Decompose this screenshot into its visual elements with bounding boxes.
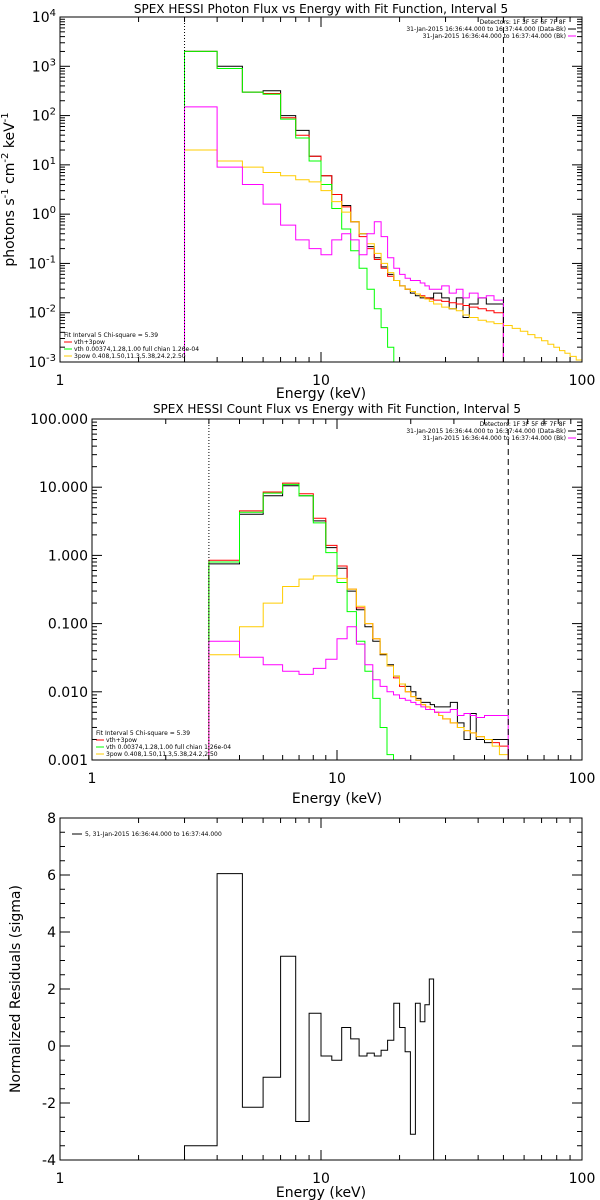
series-line-vth-3pow bbox=[184, 50, 504, 362]
y-tick-base: 10 bbox=[32, 207, 50, 223]
y-label-part: cm bbox=[2, 163, 18, 189]
y-tick-exponent: 4 bbox=[50, 8, 56, 19]
y-tick-label: 0.100 bbox=[48, 617, 88, 633]
series-line-vth-3pow bbox=[208, 482, 509, 760]
y-tick-base: 10 bbox=[32, 109, 50, 125]
x-tick-label: 1 bbox=[56, 1171, 65, 1187]
y-tick-base: 10 bbox=[28, 256, 46, 272]
x-tick-label: 1 bbox=[56, 373, 65, 389]
x-tick-label: 100 bbox=[569, 771, 596, 787]
legend-entry-bottom-left: vth 0.00374,1.28,1.00 full chian 1.26e-0… bbox=[106, 744, 231, 751]
x-axis-label: Energy (keV) bbox=[276, 1185, 366, 1200]
legend-entry-bottom-left: vth+3pow bbox=[74, 339, 105, 346]
legend-entry-top-right: Detectors: 1F 3F 5F 6F 7F 8F bbox=[480, 421, 567, 428]
chart-title: SPEX HESSI Count Flux vs Energy with Fit… bbox=[153, 402, 521, 416]
y-tick-exponent: -3 bbox=[46, 353, 56, 364]
y-tick-label: 1.000 bbox=[48, 548, 88, 564]
y-tick-label: 10.000 bbox=[39, 480, 88, 496]
x-tick-label: 100 bbox=[569, 373, 596, 389]
y-tick-exponent: 3 bbox=[50, 57, 56, 68]
y-tick-label: 10-3 bbox=[28, 353, 56, 371]
x-axis-label: Energy (keV) bbox=[292, 791, 382, 807]
y-tick-label: 0.010 bbox=[48, 685, 88, 701]
y-tick-label: 100.000 bbox=[30, 412, 88, 428]
legend-entry-top-right: 31-Jan-2015 16:36:44.000 to 16:37:44.000… bbox=[423, 435, 566, 442]
y-tick-label: 104 bbox=[32, 8, 56, 26]
y-axis-label: photons s-1 cm-2 keV-1 bbox=[0, 112, 18, 266]
y-tick-exponent: 1 bbox=[50, 156, 56, 167]
series-line-bk bbox=[208, 626, 509, 760]
series-line-5 bbox=[184, 873, 435, 1160]
y-tick-base: 10 bbox=[32, 59, 50, 75]
y-tick-exponent: -1 bbox=[46, 254, 56, 265]
y-tick-base: 10 bbox=[28, 306, 46, 322]
y-tick-label: 8 bbox=[47, 811, 56, 827]
y-tick-label: 103 bbox=[32, 57, 56, 75]
y-tick-label: 102 bbox=[32, 107, 56, 125]
legend-entry-bottom-left: 3pow 0.408,1.50,11.3,5.38,24.2,2.50 bbox=[74, 353, 186, 360]
x-tick-label: 10 bbox=[312, 373, 330, 389]
y-label-part: photons s bbox=[2, 198, 18, 266]
plot-frame bbox=[59, 817, 583, 1161]
y-tick-base: 10 bbox=[32, 158, 50, 174]
x-tick-label: 10 bbox=[328, 771, 346, 787]
y-tick-label: 101 bbox=[32, 156, 56, 174]
y-tick-label: -2 bbox=[42, 1096, 56, 1112]
y-tick-base: 10 bbox=[32, 10, 50, 26]
y-tick-label: 6 bbox=[47, 868, 56, 884]
y-tick-label: 10-1 bbox=[28, 254, 56, 272]
legend-entry-top-right: Detectors: 1F 3F 5F 6F 7F 8F bbox=[480, 19, 567, 26]
series-line-3pow bbox=[208, 575, 517, 760]
chart-panel-1: SPEX HESSI Photon Flux vs Energy with Fi… bbox=[0, 2, 595, 402]
y-tick-label: 10-2 bbox=[28, 304, 56, 322]
series-line-vth bbox=[184, 50, 406, 362]
y-label-exponent: -2 bbox=[0, 153, 11, 163]
legend-entry-bottom-left: 3pow 0.408,1.50,11.3,5.38,24.2,2.50 bbox=[106, 751, 218, 758]
y-tick-label: 0 bbox=[47, 1039, 56, 1055]
y-tick-label: -4 bbox=[42, 1153, 56, 1169]
legend-entry-bottom-left: vth+3pow bbox=[106, 737, 137, 744]
chart-title: SPEX HESSI Photon Flux vs Energy with Fi… bbox=[134, 2, 508, 16]
series-line-data-bk bbox=[208, 485, 509, 760]
x-tick-label: 100 bbox=[569, 1171, 596, 1187]
y-tick-label: 100 bbox=[32, 205, 56, 223]
y-tick-label: 0.001 bbox=[48, 753, 88, 769]
y-tick-exponent: -2 bbox=[46, 304, 56, 315]
legend-entry-top-right: 31-Jan-2015 16:36:44.000 to 16:37:44.000… bbox=[406, 26, 566, 33]
legend-entry-top-left: 5, 31-Jan-2015 16:36:44.000 to 16:37:44.… bbox=[85, 831, 222, 838]
series-line-vth bbox=[208, 483, 400, 760]
legend-entry-top-right: 31-Jan-2015 16:36:44.000 to 16:37:44.000… bbox=[406, 428, 566, 435]
y-label-part: keV bbox=[2, 122, 18, 153]
y-label-exponent: -1 bbox=[0, 188, 11, 198]
y-tick-label: 4 bbox=[47, 925, 56, 941]
legend-entry-bottom-left: Fit Interval 5 Chi-square = 5.39 bbox=[64, 332, 158, 339]
legend-entry-top-right: 31-Jan-2015 16:36:44.000 to 16:37:44.000… bbox=[423, 33, 566, 40]
chart-panel-2: SPEX HESSI Count Flux vs Energy with Fit… bbox=[30, 402, 595, 807]
chart-panel-3: 1 10 100 -4 -2 0 2 4 6 8 Energy (keV) Normalized Re… bbox=[8, 811, 595, 1200]
legend-entry-bottom-left: vth 0.00374,1.28,1.00 full chian 1.26e-0… bbox=[74, 346, 199, 353]
x-tick-label: 1 bbox=[88, 771, 97, 787]
x-axis-label: Energy (keV) bbox=[276, 386, 366, 402]
y-tick-base: 10 bbox=[28, 355, 46, 371]
x-tick-label: 10 bbox=[312, 1171, 330, 1187]
y-label-exponent: -1 bbox=[0, 112, 11, 122]
legend-entry-bottom-left: Fit Interval 5 Chi-square = 5.39 bbox=[96, 730, 190, 737]
y-axis-label: Normalized Residuals (sigma) bbox=[8, 885, 24, 1093]
series-line-bk bbox=[184, 106, 504, 362]
y-tick-exponent: 0 bbox=[50, 205, 56, 216]
y-tick-label: 2 bbox=[47, 982, 56, 998]
series-line-3pow bbox=[184, 149, 582, 362]
y-tick-exponent: 2 bbox=[50, 107, 56, 118]
